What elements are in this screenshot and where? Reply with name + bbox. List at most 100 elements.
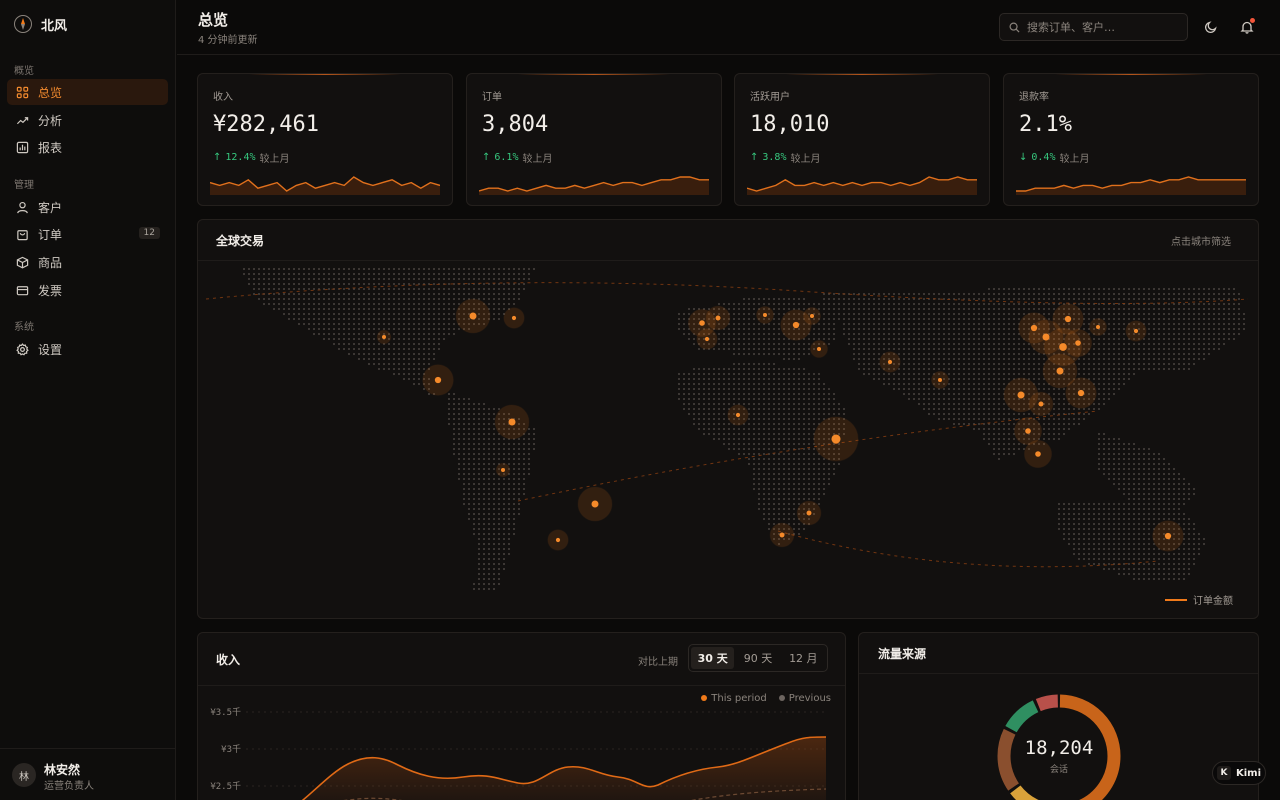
divider (859, 673, 1258, 674)
donut-segment-social[interactable] (997, 694, 1121, 800)
traffic-donut-chart[interactable] (994, 691, 1124, 800)
sidebar-item-invoices[interactable]: 发票 (7, 277, 168, 303)
sidebar-item-label: 分析 (38, 113, 63, 128)
kimi-badge[interactable]: K Kimi (1212, 761, 1266, 785)
city-marker[interactable] (469, 312, 477, 320)
city-marker[interactable] (763, 313, 767, 317)
kimi-label: Kimi (1235, 767, 1262, 779)
city-marker[interactable] (1059, 343, 1067, 351)
this-period-line (301, 736, 827, 800)
city-marker[interactable] (382, 335, 386, 339)
sidebar: 北风 概览 总览 分析 报表 管理 客户 订单 12 商品 (0, 0, 176, 800)
range-90d-button[interactable]: 90 天 (743, 652, 773, 665)
city-marker[interactable] (1042, 333, 1050, 341)
kpi-compare: 较上月 (259, 154, 290, 165)
city-marker[interactable] (1075, 340, 1081, 346)
sparkline-line (747, 176, 977, 192)
city-marker[interactable] (810, 314, 814, 318)
sidebar-item-settings[interactable]: 设置 (7, 336, 168, 362)
sidebar-item-products[interactable]: 商品 (7, 249, 168, 275)
kpi-card-revenue[interactable]: 收入 ¥282,461 ↑ 12.4% 较上月 (197, 73, 453, 206)
city-marker[interactable] (1077, 389, 1085, 397)
city-marker[interactable] (1030, 324, 1038, 332)
compass-logo-icon (14, 15, 32, 33)
notification-dot (1250, 18, 1255, 23)
city-marker[interactable] (1164, 532, 1172, 540)
kpi-compare: 较上月 (790, 154, 821, 165)
card-icon (15, 283, 29, 297)
search-box[interactable] (999, 13, 1188, 41)
theme-toggle-button[interactable] (1201, 17, 1221, 37)
sidebar-item-reports[interactable]: 报表 (7, 134, 168, 160)
kpi-delta-pct: 6.1% (494, 152, 519, 163)
city-marker[interactable] (591, 500, 599, 508)
sparkline (1016, 176, 1246, 195)
city-marker[interactable] (508, 418, 516, 426)
city-marker[interactable] (735, 412, 741, 418)
sidebar-item-analytics[interactable]: 分析 (7, 107, 168, 133)
kpi-card-refund-rate[interactable]: 退款率 2.1% ↓ 0.4% 较上月 (1003, 73, 1259, 206)
brand[interactable]: 北风 (14, 14, 67, 34)
city-marker[interactable] (1017, 391, 1025, 399)
arrow-up-icon: ↑ (482, 152, 491, 163)
city-marker[interactable] (434, 376, 442, 384)
y-tick: ¥2.5千 (210, 781, 241, 792)
moon-icon (1204, 21, 1217, 34)
arrow-up-icon: ↑ (213, 152, 222, 163)
trade-route (777, 530, 1159, 568)
city-marker[interactable] (1056, 367, 1064, 375)
map-title: 全球交易 (216, 234, 265, 248)
world-dot-map[interactable] (198, 261, 1259, 619)
city-marker[interactable] (555, 537, 561, 543)
sidebar-item-overview[interactable]: 总览 (7, 79, 168, 105)
user-icon (15, 200, 29, 214)
y-tick: ¥3.5千 (210, 707, 241, 718)
range-12m-button[interactable]: 12 月 (789, 652, 818, 665)
city-marker[interactable] (938, 378, 942, 382)
city-marker[interactable] (1064, 315, 1072, 323)
kpi-delta: ↑ 6.1% 较上月 (482, 150, 552, 165)
city-marker[interactable] (817, 347, 821, 351)
kpi-card-active-users[interactable]: 活跃用户 18,010 ↑ 3.8% 较上月 (734, 73, 990, 206)
search-input[interactable] (1027, 20, 1177, 34)
divider (198, 260, 1258, 261)
city-marker[interactable] (1025, 428, 1031, 434)
kpi-compare: 较上月 (522, 154, 553, 165)
sidebar-item-orders[interactable]: 订单 12 (7, 221, 168, 247)
sparkline-line (479, 176, 709, 192)
legend-label: Previous (788, 693, 831, 704)
nav-section-manage: 管理 (14, 180, 34, 191)
city-marker[interactable] (831, 434, 841, 444)
donut-segment-direct[interactable] (997, 694, 1121, 800)
kimi-logo-icon: K (1216, 766, 1231, 780)
city-marker[interactable] (511, 315, 517, 321)
sidebar-item-customers[interactable]: 客户 (7, 194, 168, 220)
city-marker[interactable] (1096, 325, 1100, 329)
city-marker[interactable] (887, 359, 893, 365)
city-marker[interactable] (715, 315, 721, 321)
revenue-legend: This period Previous (701, 693, 831, 704)
city-marker[interactable] (501, 468, 505, 472)
compare-previous-toggle[interactable]: 对比上期 (638, 657, 678, 668)
city-marker[interactable] (704, 336, 710, 342)
city-marker[interactable] (1038, 401, 1044, 407)
city-marker[interactable] (699, 320, 705, 326)
city-marker[interactable] (1035, 451, 1041, 457)
this-period-area (303, 737, 826, 800)
bell-icon (1240, 21, 1254, 34)
sparkline (747, 176, 977, 195)
notifications-button[interactable] (1237, 17, 1257, 37)
city-marker[interactable] (806, 510, 812, 516)
city-marker[interactable] (779, 532, 785, 538)
sidebar-item-label: 客户 (38, 200, 63, 215)
range-selector: 30 天 90 天 12 月 (688, 644, 828, 672)
city-marker[interactable] (792, 321, 800, 329)
legend-dot (701, 695, 708, 701)
user-profile[interactable]: 林 林安然 运营负责人 (0, 748, 176, 800)
legend-label: 订单金额 (1193, 596, 1233, 607)
city-marker[interactable] (1133, 328, 1139, 334)
kpi-card-orders[interactable]: 订单 3,804 ↑ 6.1% 较上月 (466, 73, 722, 206)
legend-swatch (1165, 598, 1187, 601)
orders-count-badge: 12 (138, 227, 160, 239)
range-30d-button[interactable]: 30 天 (691, 647, 735, 669)
